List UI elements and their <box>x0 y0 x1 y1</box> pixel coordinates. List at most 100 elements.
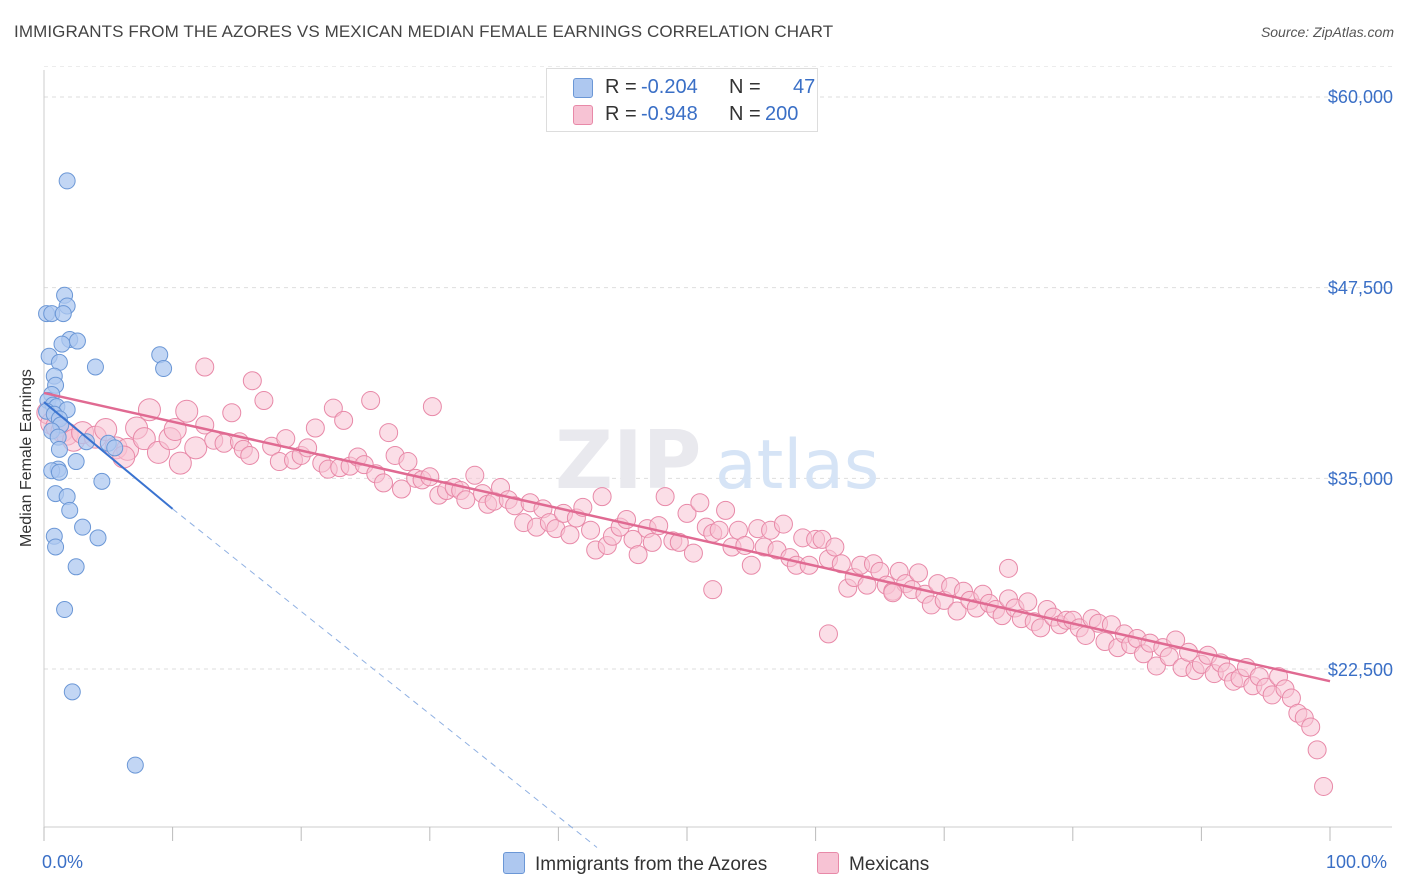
y-tick-22500: $22,500 <box>1327 660 1393 680</box>
mexican-point <box>222 403 242 423</box>
mexican-point <box>168 451 192 475</box>
mexican-point <box>1314 776 1334 796</box>
mexican-point <box>195 357 215 377</box>
azores-point <box>50 440 68 458</box>
mexicans-n-label: N = <box>729 103 761 125</box>
mexican-point <box>703 580 723 600</box>
azores-point <box>63 683 81 701</box>
mexican-point <box>398 452 418 472</box>
azores-point <box>54 305 72 323</box>
mexicans-r-value: -0.948 <box>641 103 698 125</box>
mexican-point <box>592 487 612 507</box>
mexican-point <box>581 520 601 540</box>
azores-point <box>93 472 111 490</box>
azores-point <box>126 756 144 774</box>
azores-point <box>56 601 74 619</box>
mexican-point <box>741 555 761 575</box>
mexican-point <box>184 436 208 460</box>
correlation-legend: R = -0.204 N = 47 R = -0.948 N = 200 <box>546 68 818 132</box>
mexican-point <box>1101 615 1121 635</box>
mexican-point <box>456 490 476 510</box>
mexican-point <box>709 520 729 540</box>
x-axis-max-label: 100.0% <box>1326 852 1388 872</box>
azores-point <box>53 335 71 353</box>
azores-point <box>86 358 104 376</box>
mexican-point <box>379 423 399 443</box>
mexican-point <box>374 473 394 493</box>
mexican-point <box>242 371 262 391</box>
azores-r-value: -0.204 <box>641 76 698 98</box>
azores-point <box>74 518 92 536</box>
mexican-point <box>392 479 412 499</box>
azores-point <box>89 529 107 547</box>
chart-title: IMMIGRANTS FROM THE AZORES VS MEXICAN ME… <box>14 22 834 41</box>
chart-source: Source: ZipAtlas.com <box>1260 24 1394 40</box>
azores-point <box>61 501 79 519</box>
azores-point <box>155 360 173 378</box>
mexican-point <box>254 391 274 411</box>
mexican-point <box>334 410 354 430</box>
azores-trend-extension <box>172 508 598 848</box>
legend-item-mexicans: Mexicans <box>817 852 929 876</box>
trend-lines <box>43 391 1331 848</box>
mexican-point <box>1031 618 1051 638</box>
azores-point <box>67 453 85 471</box>
legend-mexicans-swatch <box>817 852 839 874</box>
mexican-point <box>677 503 697 523</box>
azores-n-label: N = <box>729 76 761 98</box>
legend-item-azores: Immigrants from the Azores <box>503 852 767 876</box>
mexican-point <box>773 514 793 534</box>
azores-r-label: R = <box>605 76 637 98</box>
azores-point <box>47 538 65 556</box>
series-legend: Immigrants from the Azores Mexicans <box>0 852 1406 878</box>
mexican-point <box>690 493 710 513</box>
y-axis-label: Median Female Earnings <box>18 369 35 547</box>
mexican-point <box>883 583 903 603</box>
azores-trend-line <box>43 401 174 510</box>
mexican-point <box>1307 740 1327 760</box>
azores-point <box>106 439 124 457</box>
mexican-point <box>947 601 967 621</box>
azores-point <box>77 433 95 451</box>
azores-points <box>38 172 173 774</box>
azores-n-value: 47 <box>793 76 816 98</box>
mexican-point <box>908 563 928 583</box>
mexican-point <box>465 465 485 485</box>
mexican-point <box>175 399 199 423</box>
mexican-point <box>683 543 703 563</box>
axes <box>43 70 1392 841</box>
mexicans-swatch <box>573 105 593 125</box>
azores-point <box>67 558 85 576</box>
azores-point <box>68 332 86 350</box>
mexican-point <box>132 427 156 451</box>
mexican-point <box>1159 647 1179 667</box>
legend-row-mexicans: R = -0.948 N = 200 <box>547 101 817 127</box>
legend-mexicans-label: Mexicans <box>849 854 930 875</box>
azores-point <box>50 463 68 481</box>
mexican-point <box>560 525 580 545</box>
grid-lines <box>44 65 1392 670</box>
y-tick-47500: $47,500 <box>1327 278 1393 298</box>
mexican-point <box>1018 592 1038 612</box>
mexican-point <box>655 487 675 507</box>
mexican-point <box>716 500 736 520</box>
mexican-trend-line <box>43 391 1331 683</box>
mexican-point <box>825 537 845 557</box>
azores-point <box>58 488 76 506</box>
watermark-zip: ZIP <box>555 414 701 507</box>
watermark-atlas: atlas <box>715 426 879 505</box>
mexicans-n-value: 200 <box>765 103 799 125</box>
mexican-point <box>323 398 343 418</box>
y-tick-35000: $35,000 <box>1327 469 1393 489</box>
mexican-point <box>628 545 648 565</box>
mexican-point <box>240 445 260 465</box>
mexican-point <box>1301 717 1321 737</box>
mexican-point <box>999 558 1018 578</box>
mexican-point <box>305 418 325 438</box>
mexican-point <box>422 397 442 417</box>
mexican-point <box>1146 656 1166 676</box>
mexican-point <box>642 532 662 552</box>
mexican-point <box>818 624 838 644</box>
legend-azores-swatch <box>503 852 525 874</box>
y-tick-60000: $60,000 <box>1327 87 1393 107</box>
